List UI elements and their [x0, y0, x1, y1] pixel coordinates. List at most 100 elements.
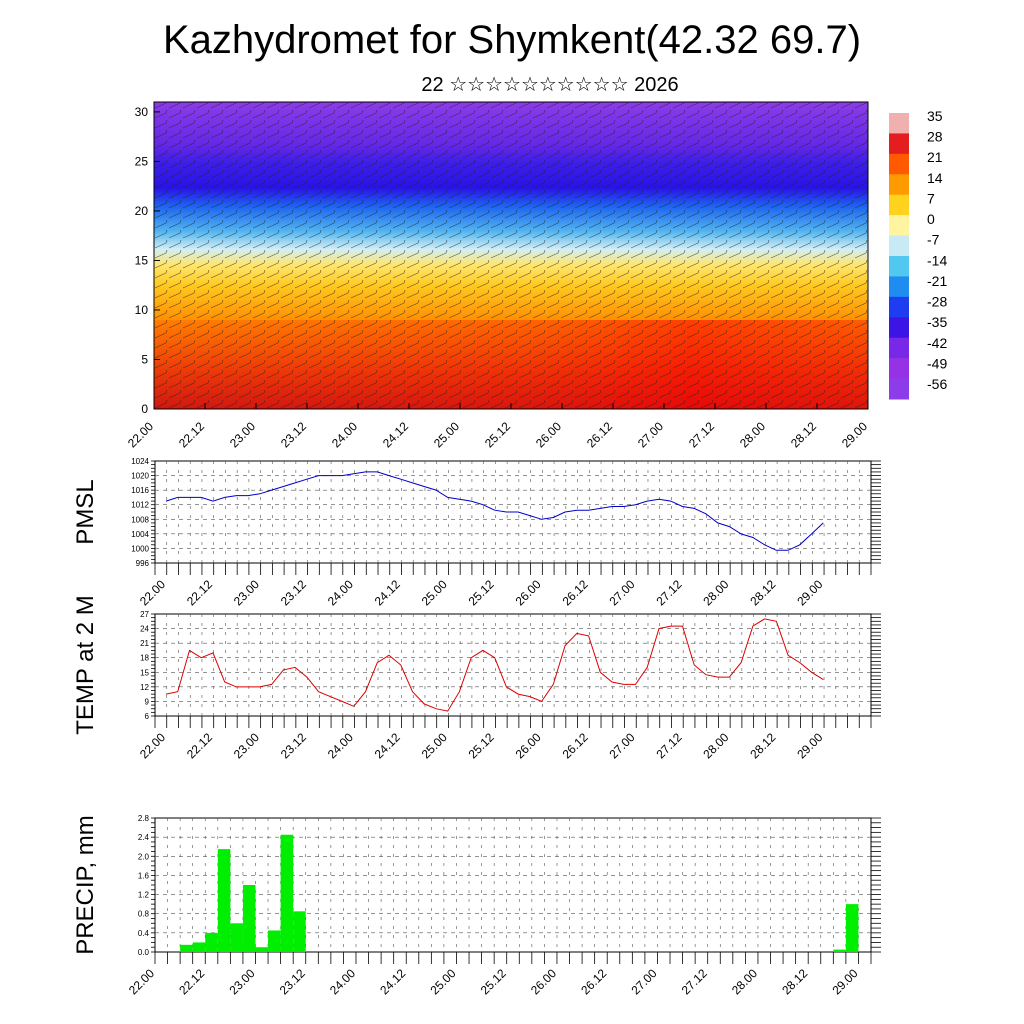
precip-bar	[280, 834, 294, 952]
temp-x-tick-label: 24.00	[325, 730, 356, 761]
precip-y-tick-label: 1.2	[138, 891, 150, 900]
pmsl-x-tick-label: 26.00	[513, 577, 544, 608]
cross-x-tick-label: 25.12	[482, 419, 513, 450]
cross-x-tick-label: 22.00	[125, 419, 156, 450]
precip-bar	[192, 942, 206, 952]
temp-y-tick-label: 15	[140, 668, 149, 677]
precip-x-tick-label: 28.00	[729, 966, 760, 997]
colorbar-label: -35	[927, 314, 947, 330]
cross-x-tick-label: 23.00	[227, 419, 258, 450]
colorbar-label: 28	[927, 129, 943, 145]
temp-y-tick-label: 9	[145, 697, 150, 706]
precip-bar	[833, 949, 846, 952]
precip-y-tick-label: 1.6	[138, 871, 150, 880]
pmsl-y-tick-label: 1000	[131, 544, 149, 553]
precip-plot-area	[154, 817, 872, 953]
precip-axis-title: PRECIP, mm	[72, 815, 99, 955]
cross-x-tick-label: 27.12	[686, 419, 717, 450]
cross-x-tick-label: 28.12	[788, 419, 819, 450]
cross-x-tick-label: 25.00	[431, 419, 462, 450]
cross-x-tick-label: 23.12	[278, 419, 309, 450]
precip-bar	[255, 947, 269, 952]
temp-y-tick-label: 12	[140, 683, 149, 692]
colorbar-cell	[889, 194, 909, 216]
pmsl-x-tick-label: 24.12	[372, 577, 403, 608]
pmsl-x-tick-label: 22.12	[184, 577, 215, 608]
temp-x-tick-label: 22.00	[137, 730, 168, 761]
precip-y-tick-label: 2.8	[138, 814, 150, 823]
precip-x-tick-label: 28.12	[779, 966, 810, 997]
colorbar-label: 7	[927, 190, 935, 206]
temp-plot-area	[154, 613, 872, 717]
cross-x-tick-label: 27.00	[635, 419, 666, 450]
temp-y-tick-label: 21	[140, 639, 149, 648]
cross-y-tick-label: 25	[135, 154, 149, 168]
colorbar-label: 21	[927, 149, 943, 165]
colorbar-label: 14	[927, 170, 943, 186]
temp-x-tick-label: 22.12	[184, 730, 215, 761]
precip-y-tick-label: 0.0	[138, 948, 150, 957]
temp-y-tick-label: 6	[145, 712, 150, 721]
pmsl-x-tick-label: 28.12	[747, 577, 778, 608]
precip-y-tick-label: 2.4	[138, 833, 150, 842]
pmsl-x-tick-label: 22.00	[137, 577, 168, 608]
pmsl-y-tick-label: 1012	[131, 501, 149, 510]
temp-x-tick-label: 23.00	[231, 730, 262, 761]
temp-x-tick-label: 27.00	[606, 730, 637, 761]
colorbar-cell	[889, 317, 909, 339]
colorbar-label: 0	[927, 211, 935, 227]
colorbar-label: -56	[927, 376, 947, 392]
cross-section-wind-barbs	[154, 102, 868, 409]
precip-bar	[205, 932, 218, 952]
pmsl-x-tick-label: 26.12	[560, 577, 591, 608]
colorbar-cell	[889, 113, 909, 134]
precip-bar	[180, 944, 193, 952]
chart-title: Kazhydromet for Shymkent(42.32 69.7)	[162, 18, 862, 62]
colorbar-label: -14	[927, 252, 947, 268]
colorbar-cell	[889, 256, 909, 277]
precip-bar	[242, 885, 256, 952]
precip-bar	[230, 923, 243, 952]
pmsl-y-tick-label: 1004	[131, 530, 149, 539]
cross-y-tick-label: 10	[135, 303, 149, 317]
precip-x-tick-label: 26.12	[578, 966, 609, 997]
colorbar-label: -49	[927, 355, 947, 371]
temp-series-line	[165, 618, 824, 712]
precip-x-tick-label: 23.12	[277, 966, 308, 997]
chart-subtitle: 22 ☆☆☆☆☆☆☆☆☆☆ 2026	[421, 74, 679, 96]
temp-x-tick-label: 23.12	[278, 730, 309, 761]
precip-x-tick-label: 25.12	[478, 966, 509, 997]
cross-x-tick-label: 24.00	[329, 419, 360, 450]
precip-bar	[845, 904, 859, 952]
pmsl-x-tick-label: 29.00	[794, 577, 825, 608]
pmsl-x-tick-label: 24.00	[325, 577, 356, 608]
colorbar-label: -42	[927, 335, 947, 351]
temp-x-tick-label: 28.12	[747, 730, 778, 761]
colorbar-cell	[889, 276, 909, 298]
precip-x-tick-label: 29.00	[829, 966, 860, 997]
precip-x-tick-label: 25.00	[427, 966, 458, 997]
pmsl-x-tick-label: 23.12	[278, 577, 309, 608]
precip-bar	[293, 911, 306, 952]
colorbar-cell	[889, 358, 909, 380]
temp-y-tick-label: 18	[140, 654, 149, 663]
temp-x-tick-label: 26.00	[513, 730, 544, 761]
colorbar-cell	[889, 133, 909, 155]
colorbar-cell	[889, 296, 909, 318]
temp-x-tick-label: 26.12	[560, 730, 591, 761]
cross-y-tick-label: 5	[141, 352, 148, 366]
cross-y-tick-label: 0	[141, 402, 148, 416]
precip-bar	[217, 849, 231, 952]
temp-axis-title: TEMP at 2 M	[72, 595, 99, 735]
pmsl-x-tick-label: 23.00	[231, 577, 262, 608]
pmsl-y-tick-label: 1024	[131, 457, 149, 466]
colorbar-label: -21	[927, 273, 947, 289]
precip-x-tick-label: 24.00	[327, 966, 358, 997]
colorbar-cell	[889, 337, 909, 359]
cross-x-tick-label: 28.00	[737, 419, 768, 450]
cross-x-tick-label: 26.00	[533, 419, 564, 450]
temp-y-tick-label: 24	[140, 625, 149, 634]
precip-x-tick-label: 27.00	[628, 966, 659, 997]
precip-x-tick-label: 27.12	[679, 966, 710, 997]
